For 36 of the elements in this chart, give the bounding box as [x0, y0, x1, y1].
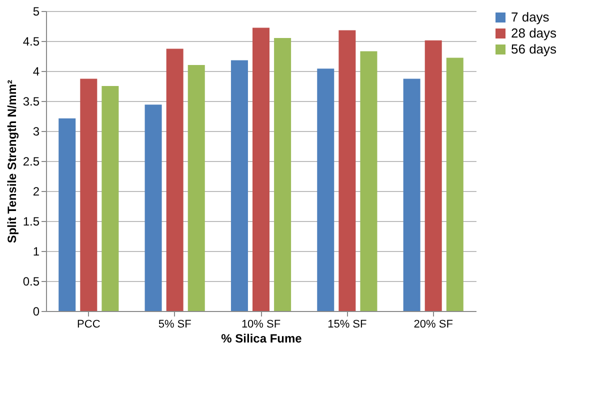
legend-label: 56 days: [511, 42, 558, 56]
y-tick-label: 0.5: [22, 274, 40, 288]
x-tick-label: 15% SF: [328, 318, 368, 330]
y-tick-label: 0: [32, 304, 40, 318]
y-tick-label: 1.5: [22, 214, 40, 228]
bar: [102, 86, 119, 311]
legend-label: 7 days: [511, 10, 550, 24]
bar: [446, 58, 464, 311]
bar: [274, 38, 292, 311]
bar: [338, 30, 356, 311]
x-tick-label: 20% SF: [414, 318, 454, 330]
y-tick-label: 5: [32, 4, 40, 18]
y-tick-label: 3: [32, 124, 40, 138]
y-tick-label: 1: [32, 244, 40, 258]
x-tick-label: PCC: [77, 318, 100, 330]
bar: [144, 104, 162, 311]
bar: [403, 78, 420, 311]
bar: [252, 28, 270, 311]
bar: [424, 40, 442, 311]
bar: [80, 78, 98, 311]
y-tick-label: 2.5: [22, 154, 40, 168]
x-tick-label: 10% SF: [241, 318, 281, 330]
bar: [166, 48, 184, 311]
y-tick-label: 4.5: [22, 34, 40, 48]
bar: [230, 60, 248, 311]
legend-label: 28 days: [511, 26, 558, 40]
y-axis-title: Split Tensile Strength N/mm²: [4, 80, 19, 244]
y-tick-label: 3.5: [22, 94, 40, 108]
y-tick-label: 2: [32, 184, 40, 198]
bar: [58, 118, 76, 311]
bar: [317, 68, 334, 311]
x-tick-label: 5% SF: [158, 318, 192, 330]
bar: [360, 51, 378, 311]
x-axis-title: % Silica Fume: [221, 332, 302, 346]
y-tick-label: 4: [32, 64, 40, 78]
bar: [188, 65, 205, 311]
